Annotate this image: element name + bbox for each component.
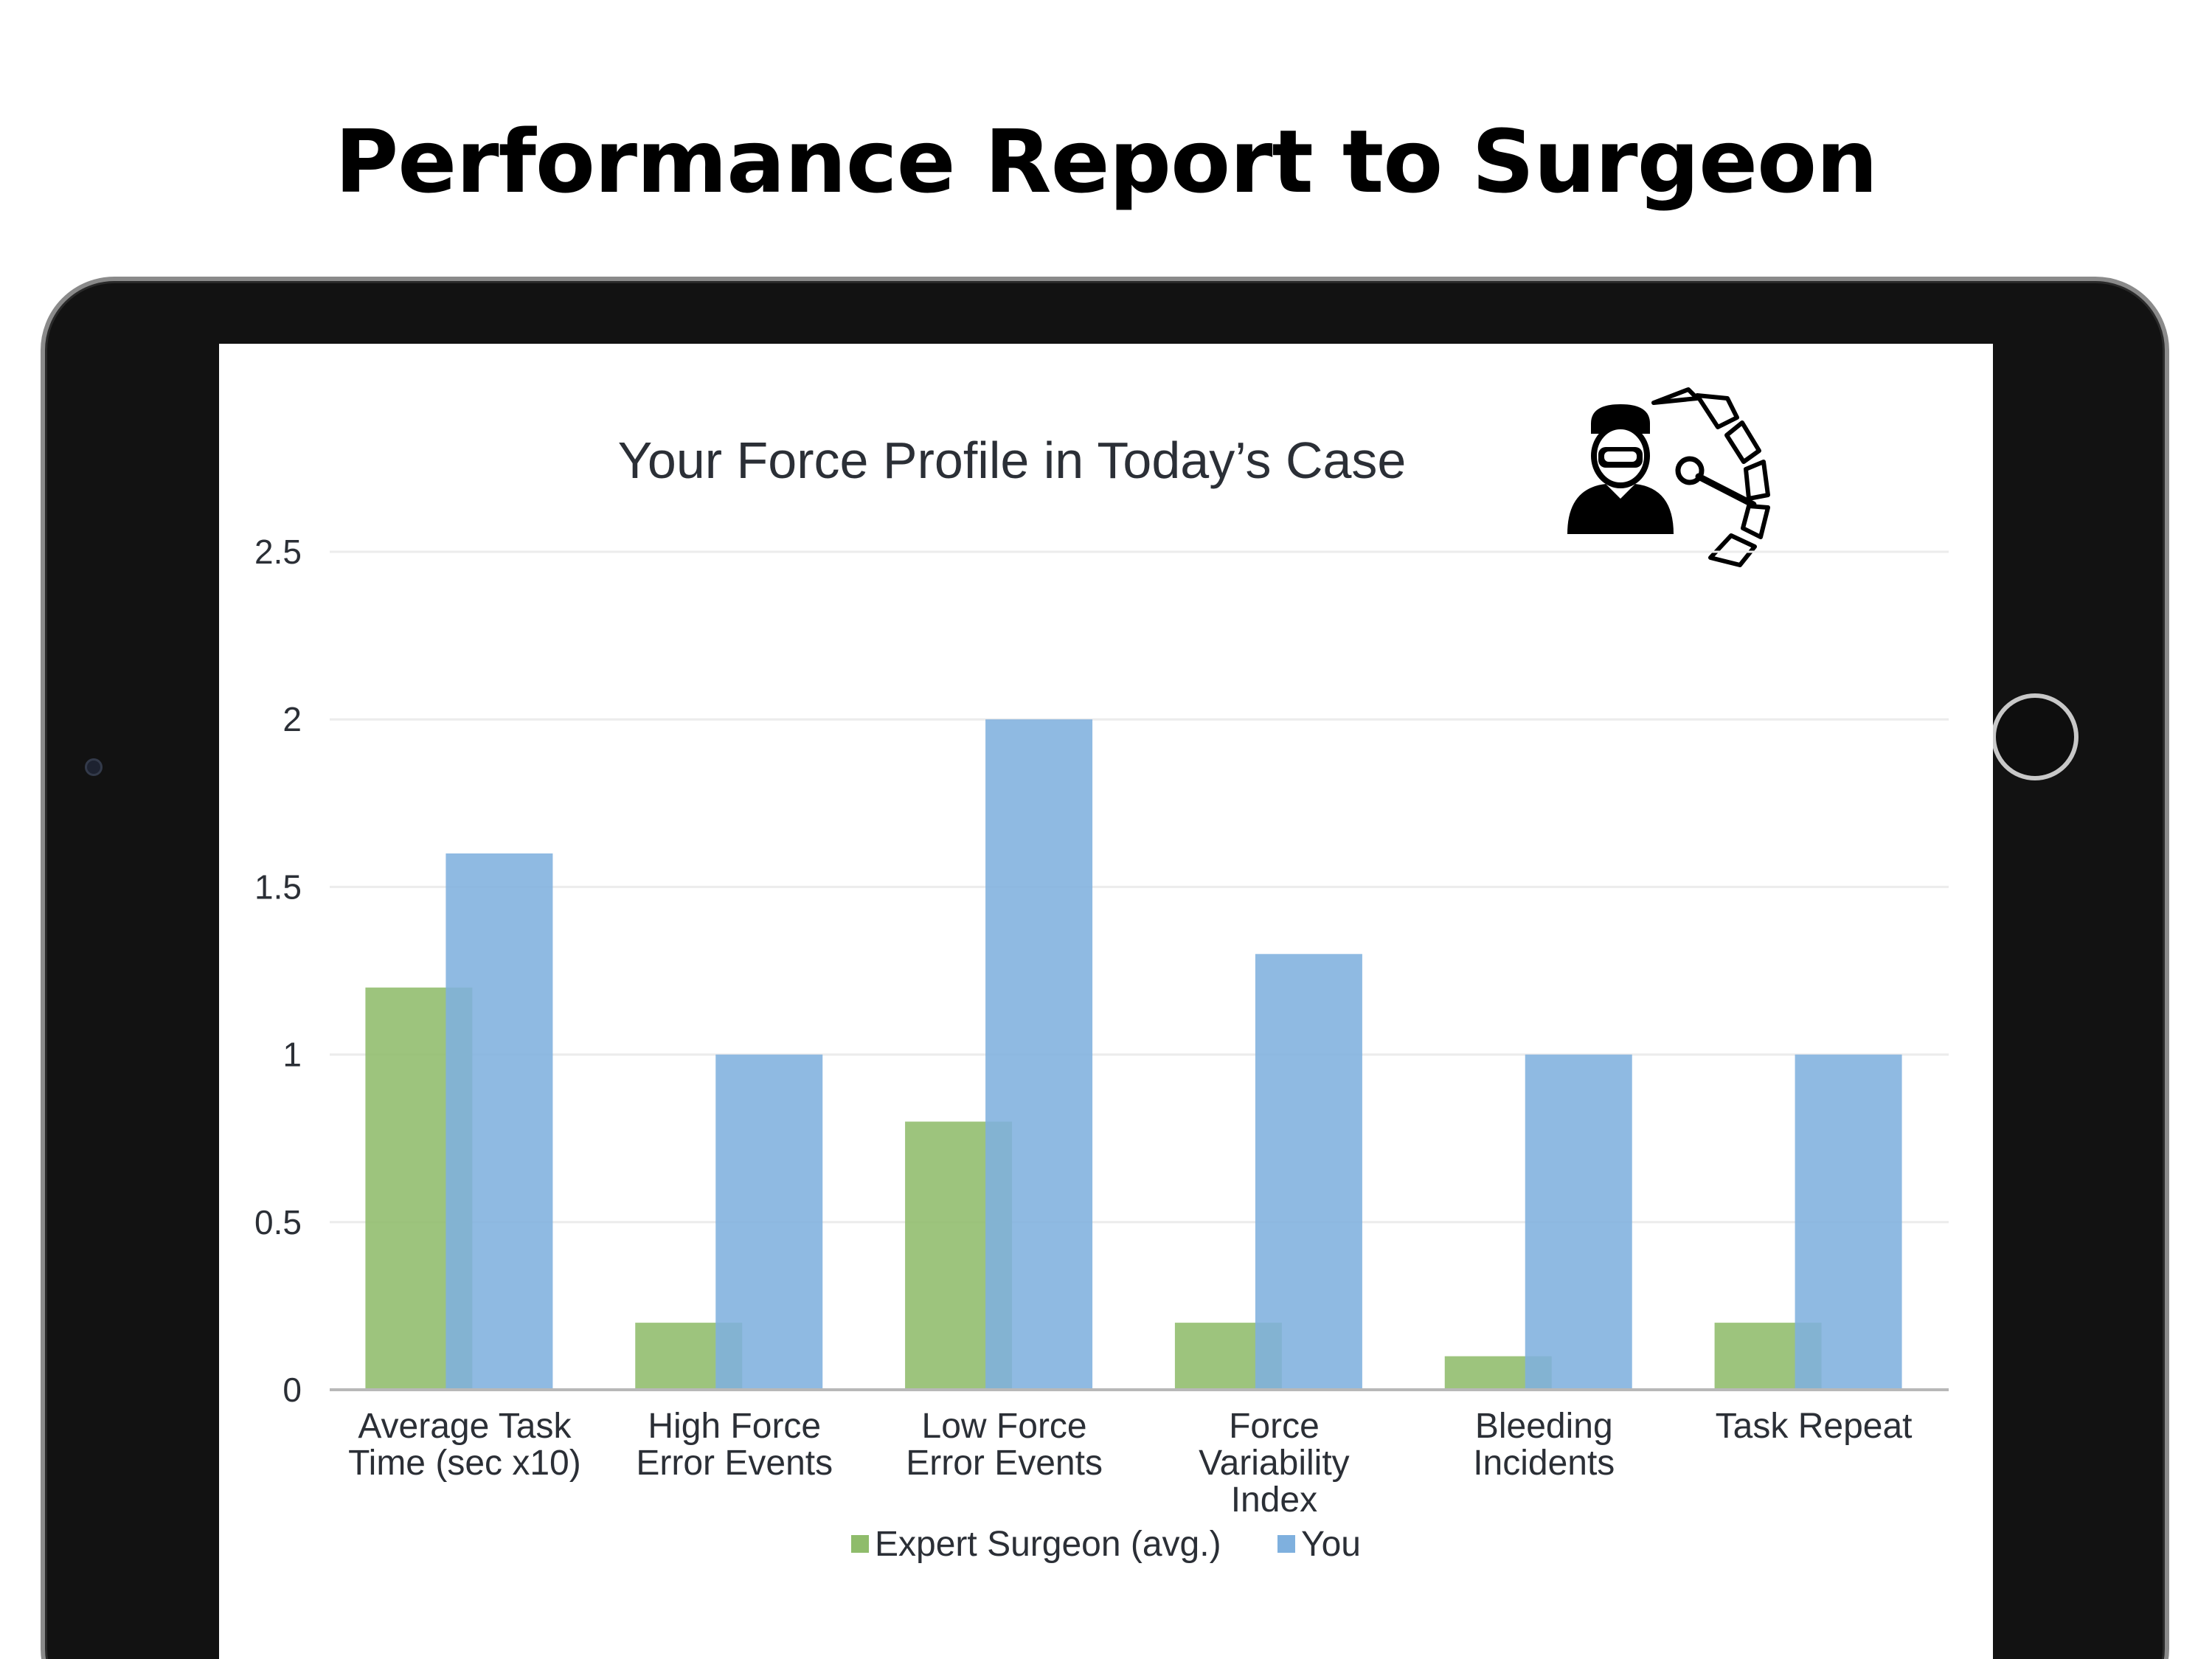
bar-you-0 — [445, 853, 553, 1390]
x-tick-label: Bleeding — [1475, 1407, 1613, 1446]
y-tick-label: 2.5 — [254, 533, 302, 571]
x-tick-label: Force — [1229, 1407, 1320, 1446]
y-tick-label: 1.5 — [254, 867, 302, 906]
y-tick-label: 2 — [282, 700, 302, 738]
x-tick-label: Time (sec x10) — [348, 1444, 581, 1483]
x-tick-label: Error Events — [636, 1444, 833, 1483]
y-tick-label: 1 — [282, 1036, 302, 1074]
legend-swatch — [851, 1535, 869, 1553]
x-tick-label: Error Events — [906, 1444, 1103, 1483]
y-tick-label: 0.5 — [254, 1203, 302, 1241]
surgeon-gauge-icon — [1567, 387, 1770, 567]
chart-title: Your Force Profile in Today’s Case — [618, 432, 1407, 489]
page-title: Performance Report to Surgeon — [334, 111, 1878, 212]
camera-icon — [85, 758, 103, 776]
x-tick-label: Variability — [1199, 1444, 1350, 1483]
y-axis-ticks: 0 0.5 1 1.5 2 2.5 — [254, 533, 302, 1409]
bars — [365, 719, 1902, 1390]
x-tick-label: Incidents — [1473, 1444, 1615, 1483]
bar-you-3 — [1255, 954, 1362, 1390]
y-tick-label: 0 — [282, 1371, 302, 1409]
tablet-screen: Your Force Profile in Today’s Case 0 0.5 1… — [219, 344, 1993, 1659]
gridlines — [330, 550, 1949, 1224]
x-tick-label: Task Repeat — [1716, 1407, 1913, 1446]
home-button-icon[interactable] — [1991, 693, 2078, 780]
legend-label: Expert Surgeon (avg.) — [875, 1525, 1221, 1564]
legend: Expert Surgeon (avg.) You — [851, 1525, 1361, 1564]
bar-you-1 — [715, 1054, 823, 1390]
legend-label: You — [1301, 1525, 1361, 1564]
legend-swatch — [1277, 1535, 1295, 1553]
x-tick-label: Average Task — [358, 1407, 572, 1446]
bar-you-4 — [1525, 1054, 1632, 1390]
x-tick-label: Index — [1231, 1480, 1317, 1520]
bar-you-2 — [985, 719, 1093, 1390]
x-tick-label: Low Force — [922, 1407, 1087, 1446]
force-profile-chart: Your Force Profile in Today’s Case 0 0.5 1… — [254, 387, 1949, 1564]
bar-you-5 — [1795, 1054, 1902, 1390]
x-tick-label: High Force — [648, 1407, 821, 1446]
